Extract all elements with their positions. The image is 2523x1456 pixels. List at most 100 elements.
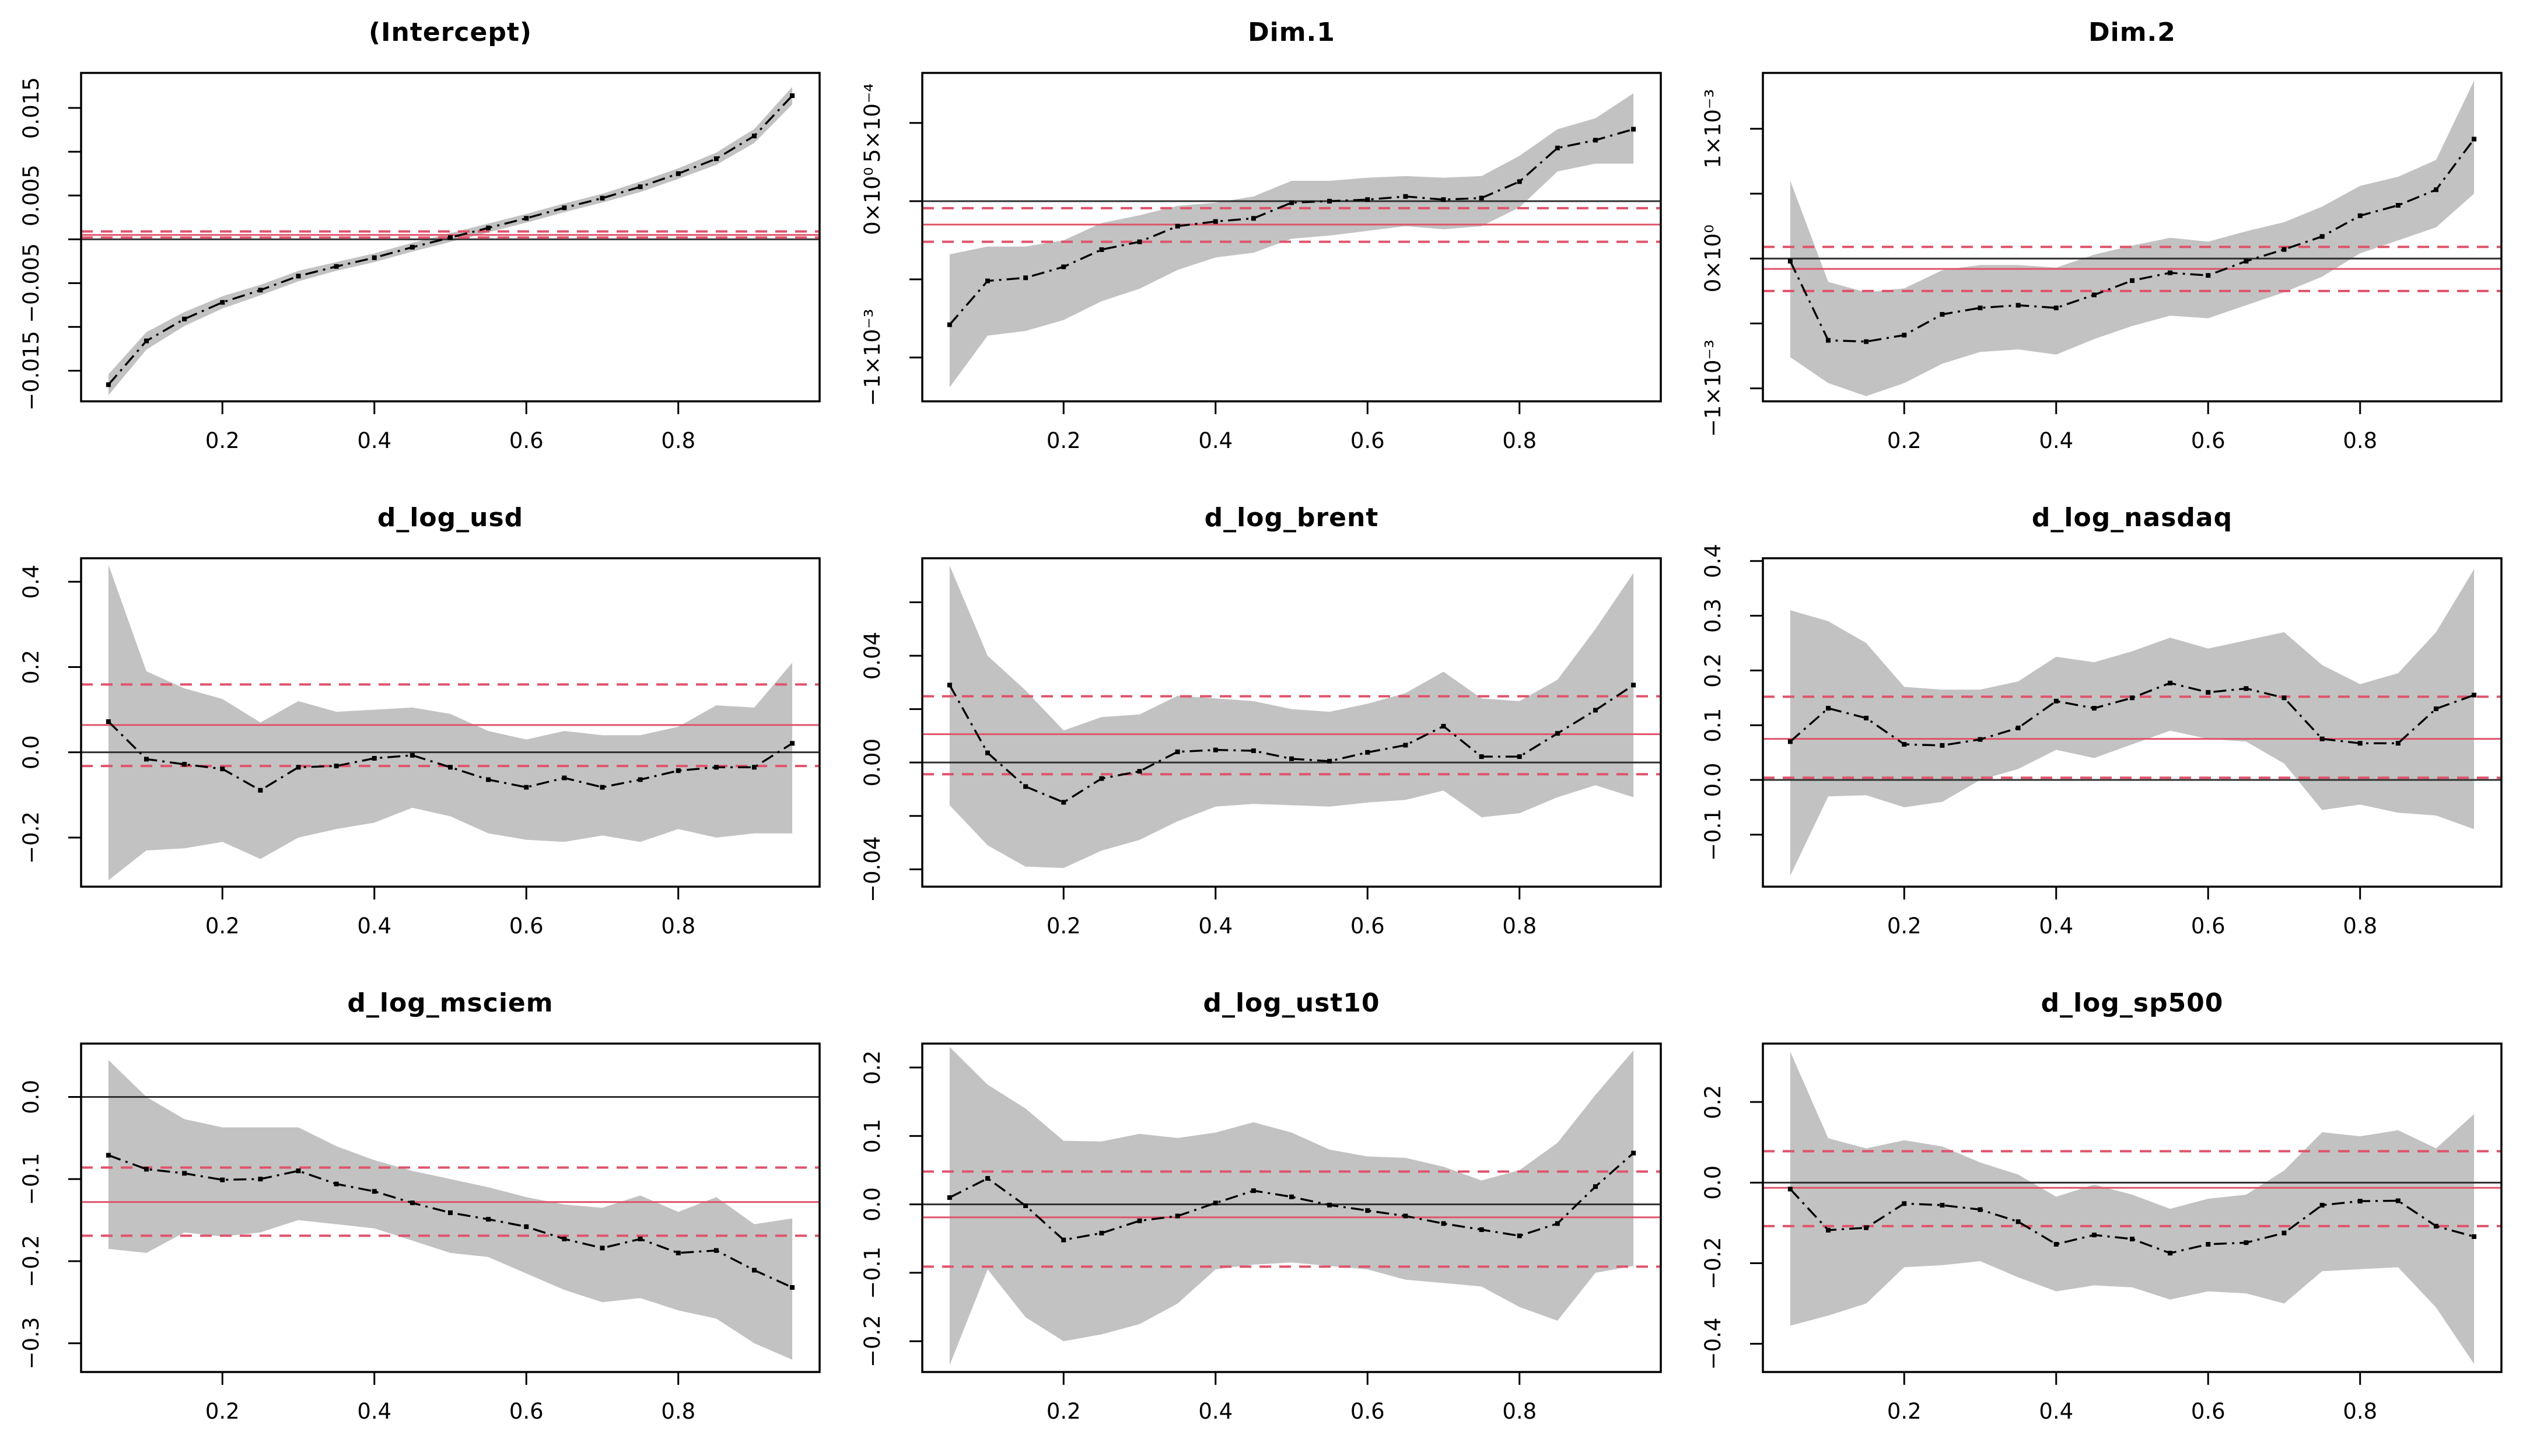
quantile-point xyxy=(1289,1194,1294,1199)
quantile-point xyxy=(2244,258,2249,264)
x-tick-label: 0.6 xyxy=(509,1399,544,1424)
quantile-point xyxy=(1631,1150,1636,1156)
quantile-point xyxy=(220,1177,225,1182)
plot-content xyxy=(922,565,1661,868)
quantile-point xyxy=(144,338,149,344)
quantile-point xyxy=(1213,219,1218,224)
confidence-band xyxy=(949,565,1634,868)
quantile-point xyxy=(1099,776,1104,781)
plot-content xyxy=(81,565,820,880)
quantile-point xyxy=(2015,1219,2021,1224)
x-tick-label: 0.8 xyxy=(661,1399,695,1424)
quantile-point xyxy=(220,300,225,305)
quantile-point xyxy=(410,244,415,250)
quantile-point xyxy=(1555,731,1560,736)
quantile-point xyxy=(1441,1221,1446,1226)
y-tick-label: 0×10⁰ xyxy=(1700,225,1726,292)
quantile-point xyxy=(334,264,339,269)
quantile-point xyxy=(2472,136,2477,142)
quantile-point xyxy=(410,1200,415,1206)
x-tick-label: 0.8 xyxy=(2343,914,2377,939)
quantile-point xyxy=(1631,127,1636,132)
y-tick-label: −0.4 xyxy=(1700,1318,1726,1370)
quantile-point xyxy=(2357,1199,2363,1204)
plot-area: 0.2 0.4 0.6 0.8 0.4 0.3 0.2 0.1 0.0 −0.1 xyxy=(1700,544,2503,939)
y-tick-label: 1×10⁻³ xyxy=(1700,89,1726,169)
quantile-point xyxy=(1061,1237,1066,1242)
panel-d-log-nasdaq: d_log_nasdaq 0.2 0.4 0.6 0.8 0.4 0.3 0.2 0.1 0.0… xyxy=(1682,485,2523,971)
plot-area: 0.2 0.4 0.6 0.8 1×10⁻³ 0×10⁰ −1×10⁻³ xyxy=(1700,72,2503,453)
quantile-point xyxy=(985,1176,991,1181)
quantile-point xyxy=(2281,247,2287,252)
plot-area: 0.2 0.4 0.6 0.8 0.0 −0.1 −0.2 −0.3 xyxy=(19,1042,821,1424)
quantile-point xyxy=(1137,1218,1142,1223)
quantile-point xyxy=(448,235,453,240)
quantile-point xyxy=(524,216,529,221)
quantile-point xyxy=(2244,686,2249,691)
panel-dim2: Dim.2 0.2 0.4 0.6 0.8 1×10⁻³ 0×10⁰ −1×10⁻³ xyxy=(1682,0,2523,485)
quantile-point xyxy=(2281,1230,2287,1236)
plot-box xyxy=(1762,72,2503,402)
quantile-point xyxy=(676,768,681,774)
x-tick-label: 0.6 xyxy=(2191,428,2225,453)
panel-d-log-usd: d_log_usd 0.2 0.4 0.6 0.8 0.4 0.2 0.0 −0.2 xyxy=(0,485,841,971)
quantile-point xyxy=(1864,1225,1869,1230)
quantile-point xyxy=(1327,758,1332,764)
quantile-point xyxy=(372,755,377,761)
y-tick-label: 0.005 xyxy=(19,164,44,226)
plot-content xyxy=(1763,1051,2501,1364)
confidence-band xyxy=(1790,80,2475,397)
x-tick-label: 0.6 xyxy=(509,914,544,939)
y-tick-label: −0.1 xyxy=(860,1247,885,1299)
quantile-point xyxy=(1787,258,1793,264)
quantile-point xyxy=(1978,737,1983,742)
quantile-point xyxy=(486,777,491,782)
panel-title: d_log_nasdaq xyxy=(2031,503,2233,533)
y-tick-label: −0.1 xyxy=(19,1153,44,1205)
x-tick-label: 0.2 xyxy=(205,428,240,453)
confidence-band xyxy=(108,87,793,396)
plot-content xyxy=(922,1046,1661,1366)
quantile-point xyxy=(2053,698,2059,704)
quantile-point xyxy=(638,1236,643,1241)
quantile-point xyxy=(2130,278,2134,284)
y-tick-label: −0.2 xyxy=(19,1235,44,1287)
y-tick-label: −0.015 xyxy=(19,331,44,411)
x-tick-label: 0.6 xyxy=(2191,1399,2225,1424)
quantile-point xyxy=(1365,750,1370,755)
panel-title: d_log_usd xyxy=(377,503,524,533)
quantile-point xyxy=(1061,264,1066,270)
quantile-point xyxy=(1479,1227,1484,1233)
quantile-point xyxy=(1365,1208,1370,1213)
quantile-point xyxy=(713,156,719,162)
quantile-point xyxy=(1826,338,1831,343)
quantile-point xyxy=(296,765,301,770)
quantile-point xyxy=(372,1189,377,1194)
quantile-point xyxy=(2168,270,2173,275)
plot-box xyxy=(80,557,821,888)
quantile-point xyxy=(2053,1242,2059,1247)
x-tick-label: 0.8 xyxy=(1502,914,1537,939)
confidence-band xyxy=(1790,1051,2475,1364)
panel-title: d_log_msciem xyxy=(347,988,554,1018)
quantile-point xyxy=(2206,273,2211,278)
x-tick-label: 0.8 xyxy=(2343,428,2377,453)
panel-title: d_log_brent xyxy=(1204,503,1379,533)
quantile-point xyxy=(2472,692,2477,698)
x-tick-label: 0.2 xyxy=(1887,914,1922,939)
x-tick-label: 0.4 xyxy=(1198,1399,1233,1424)
quantile-point xyxy=(486,225,491,230)
quantile-point xyxy=(2091,292,2097,298)
x-tick-label: 0.8 xyxy=(2343,1399,2377,1424)
y-tick-label: −1×10⁻³ xyxy=(1700,340,1726,437)
x-tick-label: 0.6 xyxy=(2191,914,2225,939)
quantile-point xyxy=(638,184,643,190)
y-tick-label: 0×10⁰ xyxy=(860,167,885,235)
quantile-point xyxy=(1593,138,1598,143)
x-tick-label: 0.2 xyxy=(205,1399,240,1424)
quantile-point xyxy=(2395,202,2400,208)
quantile-point xyxy=(448,1210,453,1215)
quantile-point xyxy=(2244,1240,2249,1245)
x-tick-label: 0.4 xyxy=(357,1399,391,1424)
